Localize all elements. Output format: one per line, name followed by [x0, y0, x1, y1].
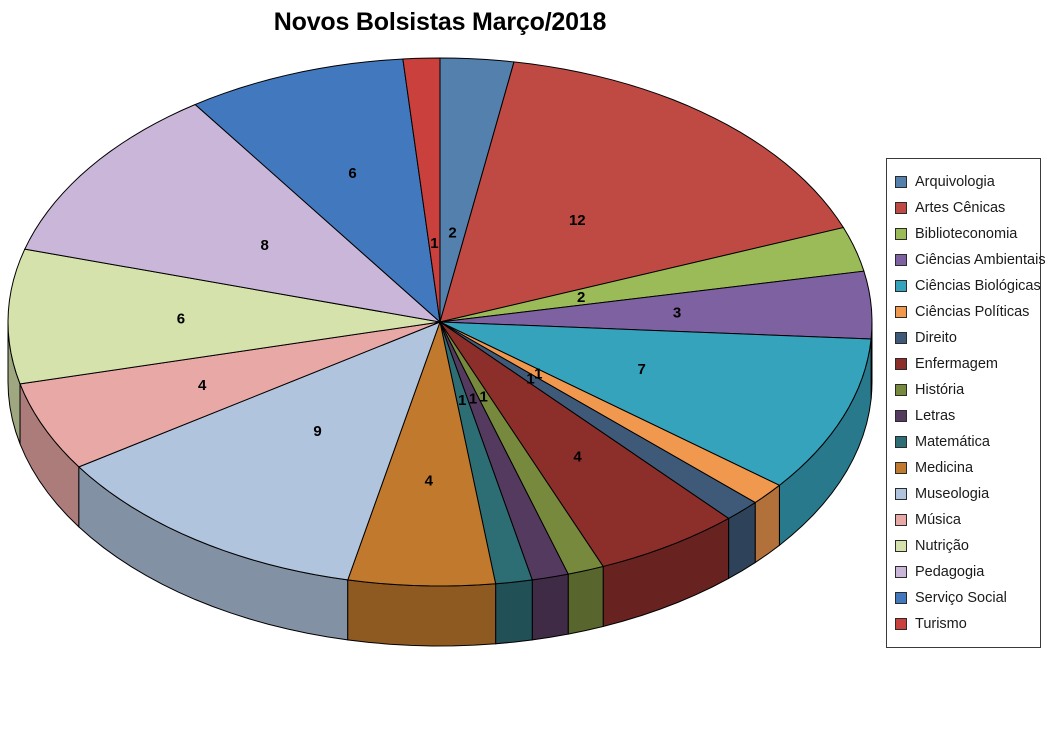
pie-plot-area: 2 12 2 3 7 1 1 4 1 1 1 4 9 4 6 8 6 1	[0, 50, 884, 740]
legend-item-label: Enfermagem	[915, 355, 999, 372]
chart-title: Novos Bolsistas Março/2018	[273, 8, 607, 36]
legend-color-swatch	[895, 540, 907, 552]
legend-color-swatch	[895, 228, 907, 240]
pie-data-label: 7	[638, 361, 646, 378]
legend-item-label: Música	[915, 511, 961, 528]
legend-color-swatch	[895, 254, 907, 266]
legend-item[interactable]: Ciências Políticas	[887, 299, 1040, 325]
legend-item-label: Pedagogia	[915, 563, 985, 580]
legend-item[interactable]: Artes Cênicas	[887, 195, 1040, 221]
pie-data-label: 12	[569, 212, 586, 229]
legend-item[interactable]: Arquivologia	[887, 169, 1040, 195]
pie-slice-side-letras	[531, 573, 569, 641]
legend-item-label: Medicina	[915, 459, 974, 476]
legend-item[interactable]: Nutrição	[887, 533, 1040, 559]
legend-item-label: Arquivologia	[915, 173, 995, 190]
legend-item[interactable]: Pedagogia	[887, 559, 1040, 585]
legend-color-swatch	[895, 332, 907, 344]
legend-item-label: Matemática	[915, 433, 990, 450]
pie-slice-museologia[interactable]	[77, 321, 441, 581]
chart-legend: Arquivologia Artes Cênicas Biblioteconomia…	[886, 158, 1046, 648]
legend-item-label: Direito	[915, 329, 957, 346]
pie-data-label: 8	[261, 237, 269, 254]
pie-slice-m-sica[interactable]	[19, 321, 441, 468]
pie-data-label: 4	[573, 448, 582, 465]
pie-data-label: 3	[673, 305, 681, 322]
legend-item[interactable]: Serviço Social	[887, 585, 1040, 611]
legend-item-label: Turismo	[915, 615, 967, 632]
legend-item[interactable]: Enfermagem	[887, 351, 1040, 377]
legend-item-label: Ciências Ambientais	[915, 251, 1046, 268]
pie-data-label: 2	[448, 225, 456, 242]
legend-item[interactable]: Medicina	[887, 455, 1040, 481]
pie-slice-side-matem-tica	[495, 579, 533, 645]
legend-color-swatch	[895, 618, 907, 630]
legend-item[interactable]: Música	[887, 507, 1040, 533]
pie-slice-side-hist-ria	[567, 565, 604, 635]
legend-item-label: Letras	[915, 407, 956, 424]
pie-slice-ci-ncias-ambientais[interactable]	[439, 270, 873, 340]
legend-item[interactable]: História	[887, 377, 1040, 403]
pie-data-label: 1	[480, 389, 488, 406]
legend-color-swatch	[895, 280, 907, 292]
legend-item[interactable]: Direito	[887, 325, 1040, 351]
legend-color-swatch	[895, 462, 907, 474]
pie-slice-turismo[interactable]	[402, 57, 441, 323]
pie-slice-nutri-o[interactable]	[7, 248, 441, 385]
pie-slice-medicina[interactable]	[347, 320, 497, 587]
pie-slice-ci-ncias-biol-gicas[interactable]	[439, 321, 872, 486]
pie-data-label: 4	[425, 472, 434, 489]
pie-data-label: 1	[469, 391, 477, 408]
legend-item-label: Nutrição	[915, 537, 969, 554]
pie-slice-artes-c-nicas[interactable]	[439, 61, 845, 323]
legend-item[interactable]: Ciências Ambientais	[887, 247, 1046, 273]
pie-slice-pedagogia[interactable]	[24, 103, 442, 323]
pie-slice-biblioteconomia[interactable]	[439, 226, 865, 323]
legend-item-label: Serviço Social	[915, 589, 1007, 606]
legend-item-label: Museologia	[915, 485, 990, 502]
legend-item[interactable]: Matemática	[887, 429, 1040, 455]
pie-slice-servi-o-social[interactable]	[194, 58, 441, 324]
legend-item[interactable]: Turismo	[887, 611, 1040, 637]
pie-data-label: 1	[458, 392, 466, 409]
legend-color-swatch	[895, 436, 907, 448]
pie-data-label: 2	[577, 289, 585, 306]
pie-data-label: 6	[177, 311, 185, 328]
pie-data-label: 4	[198, 377, 207, 394]
legend-item[interactable]: Letras	[887, 403, 1040, 429]
legend-item[interactable]: Ciências Biológicas	[887, 273, 1041, 299]
legend-item-label: História	[915, 381, 965, 398]
pie-slice-side-medicina	[347, 579, 497, 647]
legend-item-label: Ciências Biológicas	[915, 277, 1041, 294]
pie-data-label: 9	[313, 423, 321, 440]
legend-color-swatch	[895, 306, 907, 318]
legend-color-swatch	[895, 592, 907, 604]
pie-data-label: 1	[526, 371, 534, 388]
pie-data-label: 1	[430, 235, 438, 252]
pie-top-faces	[7, 57, 873, 587]
legend-color-swatch	[895, 202, 907, 214]
pie-slice-enfermagem[interactable]	[439, 321, 730, 568]
legend-color-swatch	[895, 384, 907, 396]
legend-color-swatch	[895, 514, 907, 526]
legend-item[interactable]: Biblioteconomia	[887, 221, 1040, 247]
pie-data-label: 6	[348, 165, 356, 182]
legend-color-swatch	[895, 410, 907, 422]
legend-item-label: Ciências Políticas	[915, 303, 1030, 320]
legend-color-swatch	[895, 566, 907, 578]
pie-data-label: 1	[534, 366, 542, 383]
legend-item[interactable]: Museologia	[887, 481, 1040, 507]
legend-color-swatch	[895, 176, 907, 188]
legend-item-label: Artes Cênicas	[915, 199, 1006, 216]
legend-item-label: Biblioteconomia	[915, 225, 1018, 242]
legend-color-swatch	[895, 488, 907, 500]
legend-color-swatch	[895, 358, 907, 370]
